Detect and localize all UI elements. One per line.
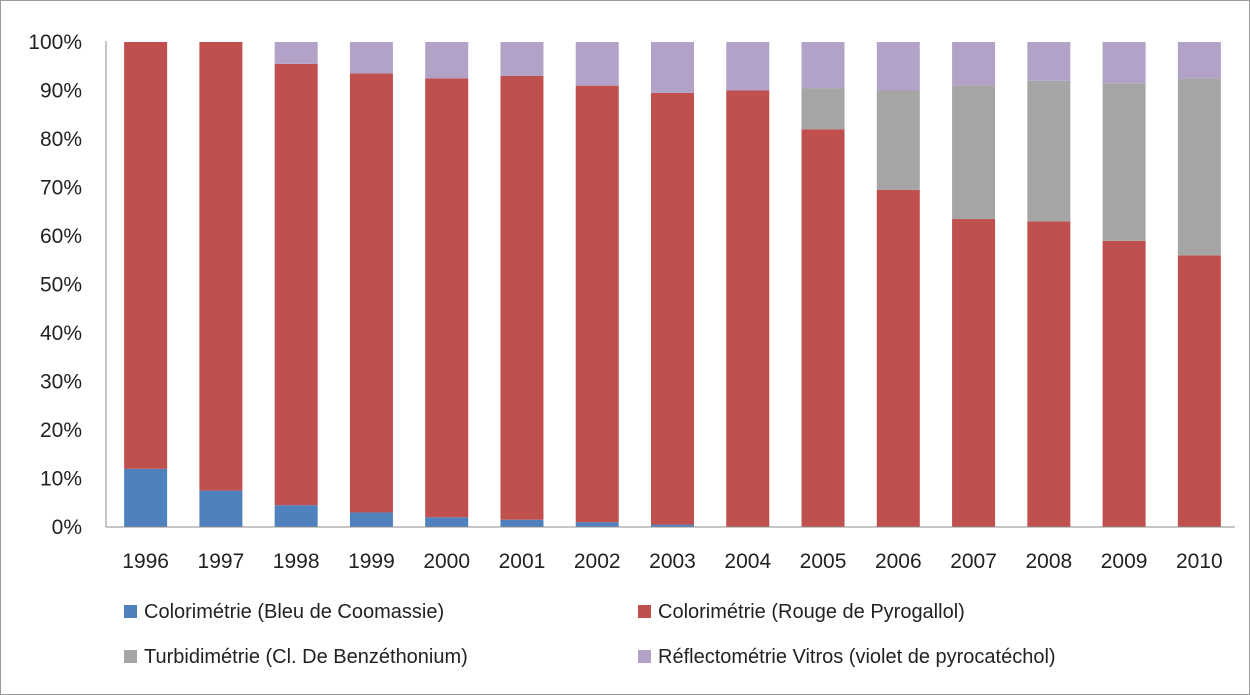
bar-segment-2006-series-3 [876, 90, 920, 190]
bar-segment-2000-series-4 [425, 42, 469, 79]
bar-segment-1998-series-4 [274, 42, 318, 64]
x-tick-label: 2007 [950, 550, 997, 573]
bar-segment-2005-series-4 [801, 42, 845, 89]
bar-segment-2005-series-3 [801, 88, 845, 130]
bar-segment-2004-series-4 [726, 42, 770, 91]
bar-segment-2006-series-4 [876, 42, 920, 91]
legend: Colorimétrie (Bleu de Coomassie) Colorimé… [124, 601, 1056, 668]
bar-segment-2007-series-3 [952, 85, 996, 220]
bar-segment-2010-series-2 [1177, 255, 1221, 527]
x-tick-label: 1997 [198, 550, 245, 573]
x-tick-label: 2010 [1176, 550, 1223, 573]
bar-segment-2002-series-1 [575, 522, 619, 527]
bar-segment-2009-series-2 [1102, 240, 1146, 527]
bars [124, 42, 1221, 528]
bar-segment-1999-series-4 [349, 42, 393, 74]
bar-segment-1996-series-2 [124, 42, 168, 469]
x-tick-label: 1999 [348, 550, 395, 573]
y-tick-label: 80% [40, 128, 82, 151]
y-tick-label: 30% [40, 371, 82, 394]
bar-segment-2004-series-2 [726, 90, 770, 527]
x-tick-label: 2002 [574, 550, 621, 573]
x-tick-label: 2009 [1101, 550, 1148, 573]
bar-segment-1997-series-1 [199, 490, 243, 527]
legend-swatch [638, 605, 651, 618]
bar-segment-2003-series-2 [651, 92, 694, 525]
bar-segment-2005-series-2 [801, 129, 845, 528]
x-axis: 1996 1997 1998 1999 2000 2001 2002 2003 2004 2005… [106, 526, 1235, 573]
legend-label: Colorimétrie (Rouge de Pyrogallol) [658, 601, 965, 623]
x-tick-label: 2000 [423, 550, 470, 573]
bar-segment-2008-series-4 [1027, 42, 1071, 81]
bar-segment-2002-series-4 [575, 42, 619, 86]
y-tick-label: 70% [40, 177, 82, 200]
bar-segment-2007-series-4 [952, 42, 996, 86]
bar-segment-1996-series-1 [124, 468, 168, 527]
bar-segment-2008-series-3 [1027, 80, 1071, 222]
x-tick-label: 1998 [273, 550, 320, 573]
bar-segment-1999-series-1 [349, 512, 393, 527]
bar-segment-2009-series-3 [1102, 83, 1146, 241]
x-tick-label: 1996 [122, 550, 169, 573]
bar-segment-2009-series-4 [1102, 42, 1146, 84]
x-tick-label: 2003 [649, 550, 696, 573]
y-tick-label: 90% [40, 80, 82, 103]
legend-swatch [638, 650, 651, 663]
bar-segment-2010-series-4 [1177, 42, 1221, 79]
x-tick-label: 2001 [499, 550, 546, 573]
bar-segment-2001-series-4 [500, 42, 544, 76]
legend-label: Colorimétrie (Bleu de Coomassie) [144, 601, 444, 623]
bar-segment-2006-series-2 [876, 189, 920, 528]
legend-label: Turbidimétrie (Cl. De Benzéthonium) [144, 646, 468, 668]
bar-segment-2001-series-1 [500, 519, 544, 527]
legend-swatch [124, 605, 137, 618]
bar-segment-2000-series-1 [425, 517, 469, 527]
y-tick-label: 10% [40, 468, 82, 491]
y-tick-label: 40% [40, 322, 82, 345]
y-tick-label: 60% [40, 225, 82, 248]
bar-segment-1998-series-1 [274, 505, 318, 527]
x-tick-label: 2008 [1025, 550, 1072, 573]
bar-segment-2008-series-2 [1027, 221, 1071, 527]
bar-segment-2010-series-3 [1177, 78, 1221, 256]
y-tick-label: 20% [40, 419, 82, 442]
bar-segment-2000-series-2 [425, 78, 469, 518]
x-tick-label: 2006 [875, 550, 922, 573]
bar-segment-1999-series-2 [349, 73, 393, 513]
bar-segment-1998-series-2 [274, 63, 318, 506]
bar-segment-2007-series-2 [952, 219, 996, 527]
bar-segment-2003-series-1 [651, 524, 694, 527]
bar-segment-2001-series-2 [500, 75, 544, 520]
x-tick-label: 2004 [724, 550, 771, 573]
bar-segment-2002-series-2 [575, 85, 619, 523]
legend-label: Réflectométrie Vitros (violet de pyrocat… [658, 646, 1056, 668]
y-tick-label: 50% [40, 274, 82, 297]
bar-segment-2003-series-4 [651, 42, 694, 93]
x-tick-label: 2005 [800, 550, 847, 573]
legend-swatch [124, 650, 137, 663]
y-tick-label: 100% [28, 31, 82, 54]
y-axis: 0% 10% 20% 30% 40% 50% 60% 70% 80% 90% 100% [28, 31, 107, 539]
bar-segment-1997-series-2 [199, 42, 243, 491]
y-tick-label: 0% [52, 516, 82, 539]
